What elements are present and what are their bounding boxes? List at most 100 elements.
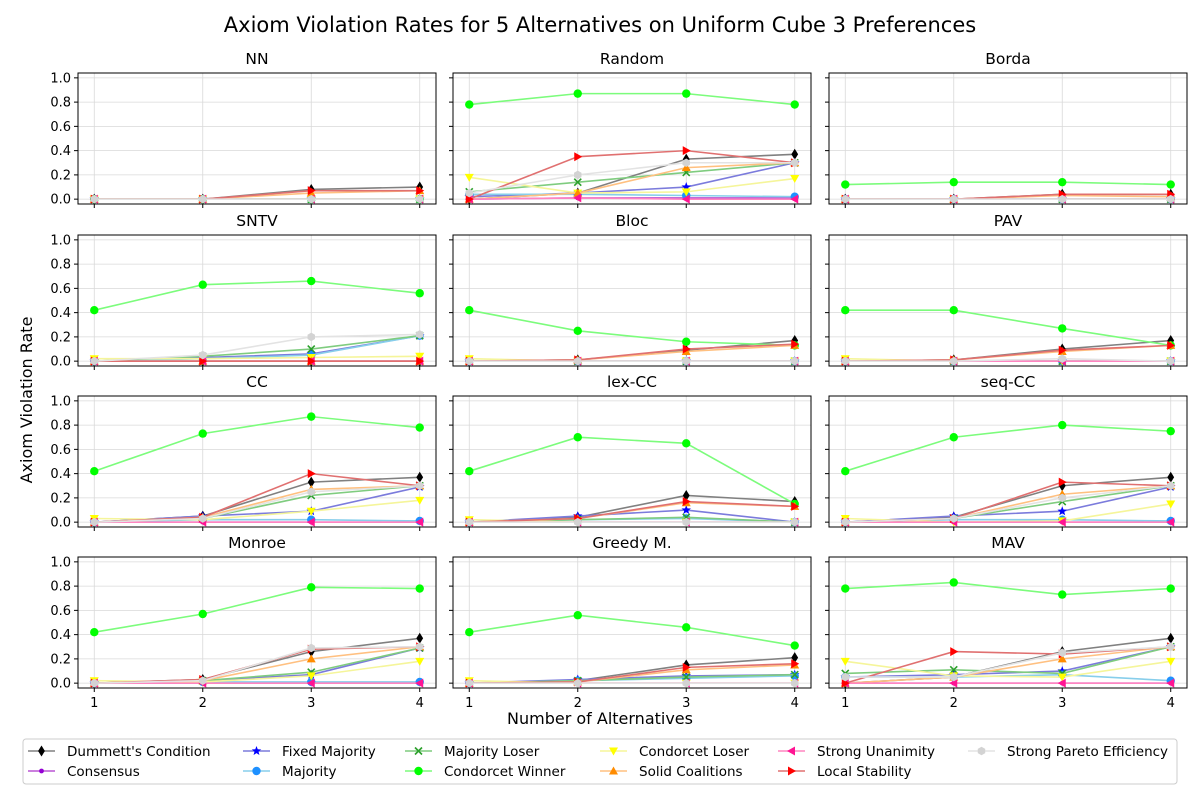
data-point <box>306 507 316 516</box>
data-point <box>682 662 691 672</box>
data-point <box>841 584 850 593</box>
data-point <box>465 628 474 637</box>
subplot-title: seq-CC <box>981 373 1036 391</box>
y-tick-label: 0.8 <box>50 258 71 273</box>
y-tick-label: 0.4 <box>50 628 71 643</box>
data-point <box>950 194 958 204</box>
data-point <box>465 467 474 476</box>
series-line <box>469 614 795 647</box>
data-point <box>90 306 99 315</box>
series-condorcet-winner <box>465 89 799 109</box>
data-point <box>1058 493 1066 503</box>
data-point <box>950 672 958 682</box>
legend-label: Strong Unanimity <box>817 744 935 760</box>
series-line <box>94 280 420 311</box>
data-point <box>573 89 582 98</box>
series-condorcet-loser <box>840 657 1176 682</box>
subplot-greedy-m: 1 2 3 4 Greedy M. <box>449 534 812 711</box>
series-line <box>469 500 795 523</box>
plot-frame <box>77 556 437 689</box>
data-point <box>90 356 98 366</box>
series-line <box>94 333 420 362</box>
legend-item-consensus: Consensus <box>28 764 140 780</box>
plot-frame <box>452 395 812 528</box>
data-point <box>682 356 690 366</box>
subplot-title: Random <box>600 50 664 68</box>
legend-marker <box>609 766 618 775</box>
series-line <box>94 484 420 523</box>
data-point <box>790 670 799 679</box>
series-line <box>468 149 795 200</box>
y-tick-label: 1.0 <box>50 71 71 86</box>
data-point <box>841 517 849 527</box>
data-point <box>573 433 582 442</box>
legend-label: Consensus <box>67 764 140 780</box>
x-tick-label: 2 <box>950 696 958 711</box>
data-point <box>1167 340 1176 350</box>
data-point <box>199 356 208 366</box>
grid <box>453 557 811 688</box>
data-point <box>573 193 582 203</box>
series-line <box>94 186 420 200</box>
series-line <box>469 92 795 106</box>
legend-item-majority: Majority <box>243 764 337 780</box>
legend-item-fixed-majority: Fixed Majority <box>243 744 376 760</box>
data-point <box>791 678 799 688</box>
data-point <box>1057 678 1066 688</box>
data-point <box>1058 194 1066 204</box>
data-point <box>682 337 691 346</box>
series-line <box>469 193 795 198</box>
data-point <box>573 178 582 187</box>
legend-item-solid-coalitions: Solid Coalitions <box>600 764 743 780</box>
data-point <box>681 182 691 192</box>
x-tick-label: 1 <box>90 696 98 711</box>
data-point <box>791 659 800 669</box>
subplot-title: SNTV <box>236 212 278 230</box>
data-point <box>791 501 800 511</box>
data-point <box>841 180 850 189</box>
plot-frame <box>77 72 437 205</box>
data-point <box>306 672 316 681</box>
data-point <box>682 89 691 98</box>
data-point <box>682 497 691 507</box>
y-tick-label: 0.2 <box>50 491 71 506</box>
data-point <box>465 100 474 109</box>
series-line <box>469 197 795 200</box>
data-point <box>791 148 799 160</box>
series-line <box>94 645 420 684</box>
y-tick-label: 0.6 <box>50 282 71 297</box>
data-point <box>949 177 958 187</box>
y-tick-label: 1.0 <box>50 233 71 248</box>
series-strong-pareto-efficiency <box>90 481 424 527</box>
series-strong-pareto-efficiency <box>841 642 1175 682</box>
data-point <box>198 609 207 619</box>
legend-item-strong-unanimity: Strong Unanimity <box>778 744 935 760</box>
subplot-title: PAV <box>994 212 1023 230</box>
data-point <box>90 194 98 204</box>
x-tick-label: 1 <box>841 696 849 711</box>
data-point <box>790 175 800 184</box>
legend-item-dummett-s-condition: Dummett's Condition <box>28 744 211 760</box>
data-point <box>415 496 425 505</box>
series-line <box>469 509 795 523</box>
data-point <box>198 429 207 438</box>
subplot-title: Bloc <box>616 212 649 230</box>
plot-frame <box>77 395 437 528</box>
subplot-monroe: 0.0 0.2 0.4 0.6 0.8 1.0 1 2 3 4 Monroe <box>50 534 437 711</box>
data-point <box>1058 345 1067 355</box>
data-point <box>416 642 424 652</box>
plot-frame <box>77 234 437 367</box>
x-tick-label: 3 <box>682 696 690 711</box>
legend-marker <box>788 766 796 776</box>
data-point <box>1166 657 1176 666</box>
data-point <box>416 186 425 196</box>
data-point <box>950 647 959 657</box>
series-strong-pareto-efficiency <box>841 194 1175 204</box>
legend-marker <box>39 768 44 774</box>
data-point <box>199 194 207 204</box>
data-point <box>791 356 799 366</box>
series-line <box>845 645 1171 678</box>
subplot-title: NN <box>245 50 268 68</box>
data-point <box>1057 517 1066 527</box>
